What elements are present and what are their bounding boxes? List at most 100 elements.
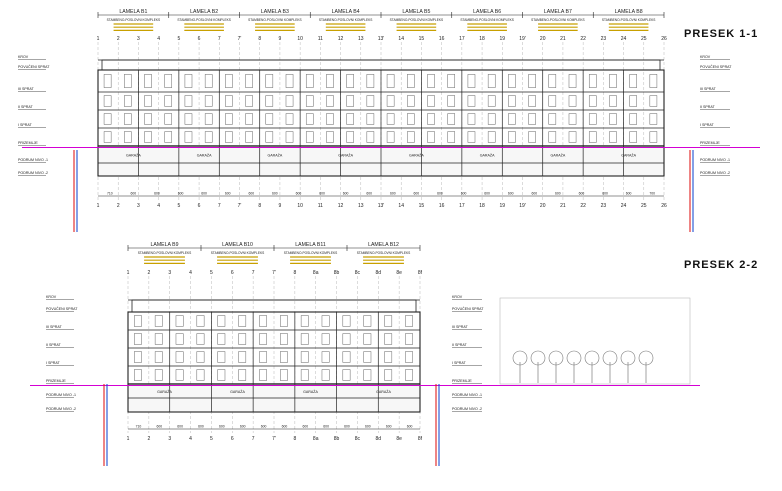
axis-label-bottom: 18	[479, 203, 485, 209]
window	[285, 74, 294, 88]
axis-label-bottom: 4	[189, 436, 192, 442]
axis-label-top: 17	[459, 36, 465, 42]
window	[175, 315, 184, 327]
window	[346, 131, 354, 143]
dimension-value: 600	[437, 192, 443, 196]
window	[609, 113, 617, 125]
window	[175, 369, 184, 381]
dimension-value: 600	[296, 192, 302, 196]
window	[164, 74, 173, 88]
axis-label-bottom: 8d	[376, 436, 382, 442]
level-label-right: I SPRAT	[700, 123, 715, 127]
level-label-right: II SPRAT	[452, 343, 468, 347]
window	[326, 95, 334, 107]
window	[245, 74, 253, 88]
dimension-value: 600	[508, 192, 514, 196]
window	[649, 95, 658, 107]
dimension-value: 600	[156, 425, 162, 429]
dimension-value: 600	[131, 192, 137, 196]
window	[326, 74, 334, 88]
window	[363, 369, 372, 381]
axis-label-bottom: 23	[601, 203, 607, 209]
lamella-subtitle: STAMBENO-POSLOVNI KOMPLEKS	[460, 18, 513, 22]
window	[346, 74, 354, 88]
window	[508, 95, 516, 107]
window	[407, 113, 415, 125]
axis-label-top: 9	[279, 36, 282, 42]
window	[321, 333, 330, 345]
window	[321, 315, 330, 327]
window	[285, 95, 294, 107]
window	[225, 74, 233, 88]
window	[175, 333, 184, 345]
window	[305, 131, 314, 143]
window	[144, 113, 152, 125]
window	[103, 95, 112, 107]
axis-label-top: 11	[318, 36, 323, 42]
axis-label-bottom: 19'	[519, 203, 526, 209]
window	[245, 113, 253, 125]
window	[300, 333, 309, 345]
window	[405, 333, 413, 345]
axis-label-bottom: 7	[252, 436, 255, 442]
tree-crown	[566, 350, 582, 366]
axis-label-top: 25	[641, 36, 647, 42]
window	[164, 113, 173, 125]
level-label-left: I SPRAT	[46, 361, 61, 365]
axis-label-bottom: 8e	[396, 436, 402, 442]
lamella-label: LAMELA B2	[190, 9, 218, 15]
axis-label-top: 8d	[376, 270, 382, 276]
axis-label-bottom: 13'	[378, 203, 385, 209]
axis-label-top: 23	[601, 36, 607, 42]
window	[405, 315, 413, 327]
window	[407, 131, 415, 143]
window	[217, 333, 226, 345]
lamella-subtitle: STAMBENO-POSLOVNI KOMPLEKS	[107, 18, 160, 22]
garage-label: GARAŽA	[230, 389, 245, 394]
level-label-left: PRIZEMLJE	[18, 141, 38, 145]
axis-label-top: 22	[580, 36, 586, 42]
window	[548, 113, 557, 125]
window	[134, 351, 142, 363]
window	[124, 113, 132, 125]
window	[184, 131, 193, 143]
axis-label-bottom: 7	[218, 203, 221, 209]
axis-label-top: 26	[661, 36, 667, 42]
window	[259, 315, 267, 327]
level-label-left: II SPRAT	[46, 343, 62, 347]
window	[217, 315, 226, 327]
level-label-left: III SPRAT	[46, 325, 63, 329]
axis-label-top: 6	[198, 36, 201, 42]
axis-label-bottom: 5	[210, 436, 213, 442]
window	[144, 74, 152, 88]
axis-label-bottom: 2	[147, 436, 150, 442]
window	[386, 95, 395, 107]
window	[487, 113, 496, 125]
window	[342, 333, 351, 345]
window	[548, 74, 557, 88]
garage-label: GARAŽA	[157, 389, 172, 394]
window	[427, 113, 435, 125]
window	[467, 131, 476, 143]
axis-label-bottom: 2	[117, 203, 120, 209]
window	[528, 74, 536, 88]
window	[366, 131, 375, 143]
dimension-value: 600	[407, 425, 413, 429]
dimension-value: 600	[343, 192, 349, 196]
dimension-value: 600	[531, 192, 537, 196]
window	[427, 95, 435, 107]
lamella-label: LAMELA B3	[261, 9, 289, 15]
window	[285, 113, 294, 125]
axis-label-top: 18	[479, 36, 485, 42]
lamella-label: LAMELA B9	[151, 242, 179, 248]
dimension-value: 710	[136, 425, 142, 429]
axis-label-bottom: 20	[540, 203, 546, 209]
dimension-value: 600	[414, 192, 420, 196]
lamella-label: LAMELA B12	[368, 242, 399, 248]
garage-label: GARAŽA	[338, 153, 353, 158]
axis-label-top: 8a	[313, 270, 319, 276]
level-label-left: PODRUM NIVO -2	[46, 407, 76, 411]
axis-label-top: 3	[137, 36, 140, 42]
axis-label-bottom: 3	[137, 203, 140, 209]
window	[548, 95, 557, 107]
